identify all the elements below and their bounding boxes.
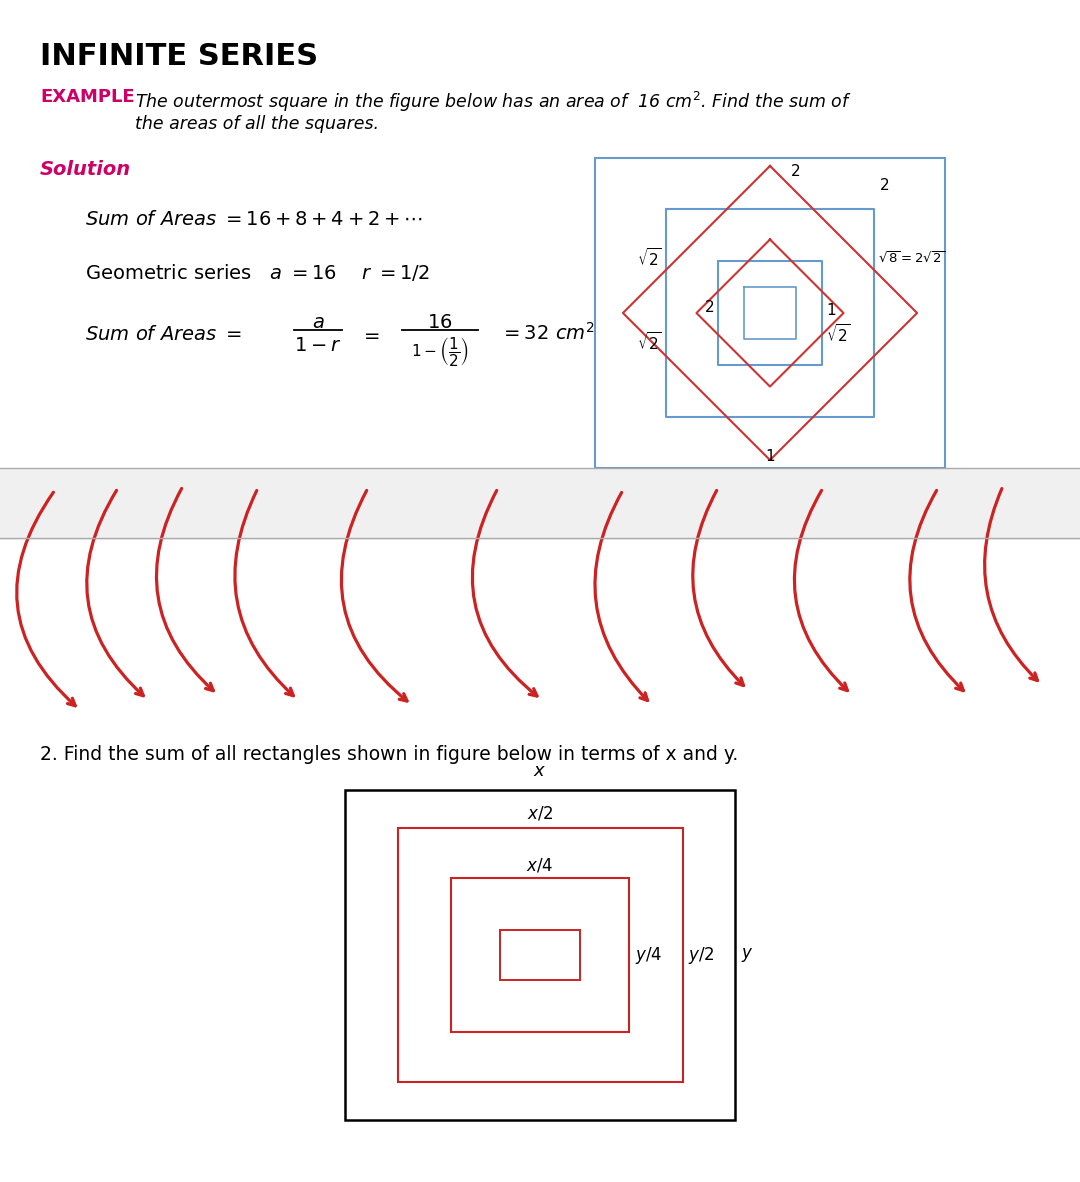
Text: 2: 2 [704, 300, 714, 316]
Text: $\sqrt{2}$: $\sqrt{2}$ [826, 323, 851, 345]
FancyArrowPatch shape [692, 491, 743, 686]
Bar [0, 468, 1080, 540]
Text: 1: 1 [826, 303, 836, 318]
Text: $\sqrt{2}$: $\sqrt{2}$ [637, 331, 662, 352]
FancyArrowPatch shape [86, 491, 144, 696]
Text: $y/4$: $y/4$ [635, 944, 662, 966]
Text: 2: 2 [880, 178, 890, 193]
FancyArrowPatch shape [909, 491, 963, 690]
Text: 2. Find the sum of all rectangles shown in figure below in terms of x and y.: 2. Find the sum of all rectangles shown … [40, 745, 739, 764]
Text: the areas of all the squares.: the areas of all the squares. [135, 115, 379, 134]
FancyArrowPatch shape [985, 488, 1038, 681]
Text: $x$: $x$ [534, 762, 546, 780]
FancyArrowPatch shape [234, 491, 294, 696]
Text: $x/4$: $x/4$ [526, 856, 554, 873]
Text: $y$: $y$ [741, 946, 754, 965]
Text: $\mathit{Sum\ of\ Areas}$ $= 16 + 8 + 4 + 2 + \cdots$: $\mathit{Sum\ of\ Areas}$ $= 16 + 8 + 4 … [85, 210, 422, 229]
Bar [500, 930, 580, 980]
Text: $\mathit{a}$: $\mathit{a}$ [312, 313, 324, 332]
Text: Solution: Solution [40, 160, 131, 178]
FancyArrowPatch shape [341, 491, 407, 701]
FancyArrowPatch shape [16, 492, 76, 706]
Text: $= 32\ \mathit{cm}^2$: $= 32\ \mathit{cm}^2$ [500, 322, 595, 344]
FancyArrowPatch shape [595, 493, 648, 701]
Text: INFINITE SERIES: INFINITE SERIES [40, 43, 319, 71]
FancyArrowPatch shape [157, 488, 214, 690]
Text: $\sqrt{8}=2\sqrt{2}$: $\sqrt{8}=2\sqrt{2}$ [878, 251, 945, 266]
Bar [397, 829, 683, 1082]
Text: 1: 1 [766, 449, 774, 465]
Text: $x/2$: $x/2$ [527, 804, 553, 821]
Text: $=$: $=$ [360, 325, 380, 344]
Text: $1 - \left(\dfrac{1}{2}\right)$: $1 - \left(\dfrac{1}{2}\right)$ [410, 335, 469, 368]
Text: 2: 2 [792, 164, 800, 178]
Text: $16$: $16$ [428, 313, 453, 332]
Bar [451, 878, 629, 1032]
Text: $1 - \mathit{r}$: $1 - \mathit{r}$ [295, 336, 341, 355]
Text: $\sqrt{2}$: $\sqrt{2}$ [637, 247, 662, 269]
Text: Geometric series   $\mathit{a}$ $= 16$    $\mathit{r}$ $= 1/2$: Geometric series $\mathit{a}$ $= 16$ $\m… [85, 262, 430, 282]
Text: The outermost square in the figure below has an area of  16 $\mathit{cm}^2$. Fin: The outermost square in the figure below… [135, 90, 852, 115]
Bar [595, 158, 945, 468]
Text: EXAMPLE: EXAMPLE [40, 87, 135, 106]
Text: $\mathit{Sum\ of\ Areas}$ $=$: $\mathit{Sum\ of\ Areas}$ $=$ [85, 325, 242, 344]
FancyArrowPatch shape [795, 491, 848, 690]
FancyArrowPatch shape [472, 491, 537, 696]
Text: $y/2$: $y/2$ [689, 944, 715, 966]
Bar [345, 790, 735, 1121]
